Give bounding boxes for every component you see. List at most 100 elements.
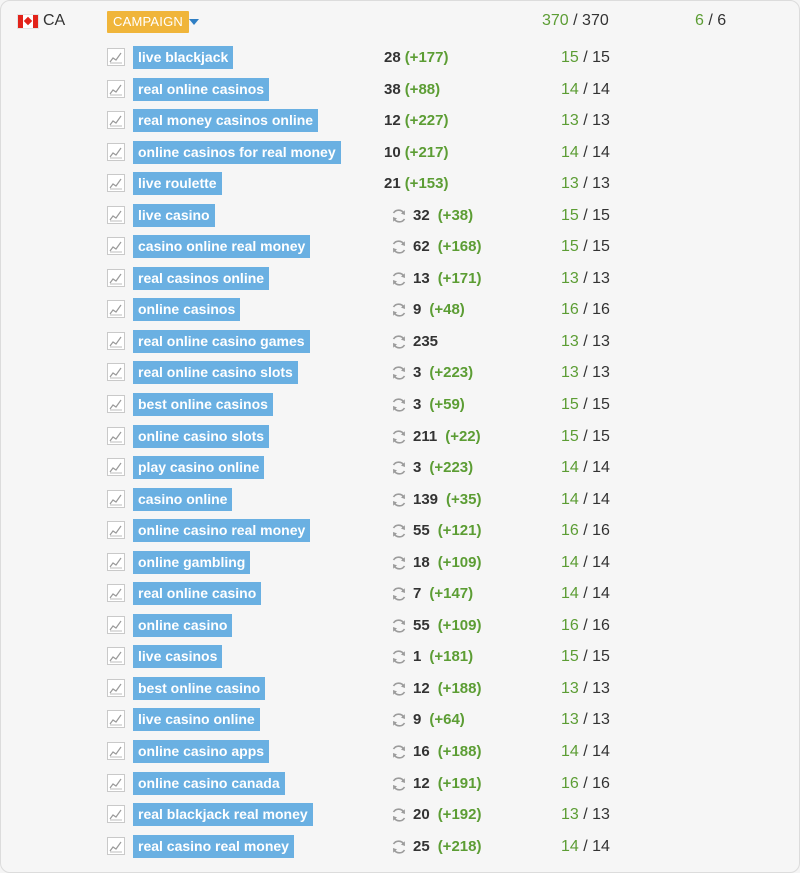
refresh-icon[interactable] bbox=[390, 775, 408, 793]
line-chart-icon[interactable] bbox=[107, 363, 125, 382]
line-chart-icon[interactable] bbox=[107, 205, 125, 224]
refresh-icon[interactable] bbox=[390, 680, 408, 698]
keyword-tag[interactable]: online casinos for real money bbox=[133, 140, 341, 164]
keyword-tag[interactable]: live casino bbox=[133, 203, 215, 227]
rank-delta: (+38) bbox=[437, 206, 474, 224]
line-chart-icon[interactable] bbox=[107, 174, 125, 193]
score-value: 16 bbox=[561, 522, 579, 540]
keyword-tag[interactable]: online casino real money bbox=[133, 519, 311, 543]
line-chart-icon[interactable] bbox=[107, 300, 125, 319]
score-fraction: 14 / 14 bbox=[561, 143, 610, 161]
chevron-down-icon[interactable] bbox=[189, 19, 199, 25]
line-chart-icon[interactable] bbox=[107, 458, 125, 477]
line-chart-icon[interactable] bbox=[107, 521, 125, 540]
line-chart-icon[interactable] bbox=[107, 552, 125, 571]
keyword-tag[interactable]: online casino bbox=[133, 613, 233, 637]
score-value: 13 bbox=[561, 332, 579, 350]
score-max: 16 bbox=[592, 301, 610, 319]
refresh-icon[interactable] bbox=[390, 743, 408, 761]
line-chart-icon[interactable] bbox=[107, 647, 125, 666]
refresh-icon[interactable] bbox=[390, 522, 408, 540]
refresh-icon[interactable] bbox=[390, 585, 408, 603]
keyword-row: online casinos 9 (+48) 16 / 16 bbox=[1, 294, 800, 326]
refresh-icon[interactable] bbox=[390, 333, 408, 351]
refresh-icon[interactable] bbox=[390, 806, 408, 824]
refresh-icon[interactable] bbox=[390, 207, 408, 225]
refresh-icon[interactable] bbox=[390, 396, 408, 414]
keyword-tag[interactable]: online casinos bbox=[133, 298, 241, 322]
rank-value: 16 bbox=[413, 743, 430, 761]
line-chart-icon[interactable] bbox=[107, 268, 125, 287]
line-chart-icon[interactable] bbox=[107, 615, 125, 634]
keyword-tag[interactable]: online gambling bbox=[133, 550, 251, 574]
rank-cell: 3 (+223) bbox=[413, 361, 473, 384]
line-chart-icon[interactable] bbox=[107, 805, 125, 824]
score-fraction: 16 / 16 bbox=[561, 774, 610, 792]
keyword-tag[interactable]: online casino apps bbox=[133, 740, 270, 764]
keyword-row: online casino canada 12 (+191) 16 / 16 bbox=[1, 768, 800, 800]
line-chart-icon[interactable] bbox=[107, 773, 125, 792]
rank-value: 9 bbox=[413, 301, 422, 319]
keyword-tag[interactable]: real online casino slots bbox=[133, 361, 298, 385]
keyword-tag[interactable]: live casino online bbox=[133, 708, 260, 732]
score-fraction: 13 / 13 bbox=[561, 806, 610, 824]
keyword-row: real blackjack real money 20 (+192) 13 / 13 bbox=[1, 799, 800, 831]
score-value: 13 bbox=[561, 269, 579, 287]
line-chart-icon[interactable] bbox=[107, 742, 125, 761]
keyword-tag[interactable]: live roulette bbox=[133, 172, 222, 196]
line-chart-icon[interactable] bbox=[107, 489, 125, 508]
line-chart-icon[interactable] bbox=[107, 584, 125, 603]
line-chart-icon[interactable] bbox=[107, 142, 125, 161]
keyword-tag[interactable]: play casino online bbox=[133, 456, 265, 480]
score-value: 14 bbox=[561, 490, 579, 508]
keyword-tag[interactable]: real casino real money bbox=[133, 834, 294, 858]
refresh-icon[interactable] bbox=[390, 428, 408, 446]
campaign-button[interactable]: CAMPAIGN bbox=[107, 11, 189, 33]
refresh-icon[interactable] bbox=[390, 554, 408, 572]
line-chart-icon[interactable] bbox=[107, 48, 125, 66]
score-fraction: 14 / 14 bbox=[561, 837, 610, 855]
keyword-tag[interactable]: real online casinos bbox=[133, 77, 270, 101]
total-fraction: 370 / 370 bbox=[542, 12, 609, 29]
refresh-icon[interactable] bbox=[390, 301, 408, 319]
refresh-icon[interactable] bbox=[390, 238, 408, 256]
rank-value: 55 bbox=[413, 522, 430, 540]
keyword-tag[interactable]: real online casino games bbox=[133, 329, 310, 353]
line-chart-icon[interactable] bbox=[107, 836, 125, 855]
keyword-tag[interactable]: real online casino bbox=[133, 582, 262, 606]
refresh-icon[interactable] bbox=[390, 617, 408, 635]
line-chart-icon[interactable] bbox=[107, 395, 125, 414]
keyword-tag[interactable]: best online casino bbox=[133, 676, 266, 700]
score-value: 16 bbox=[561, 616, 579, 634]
line-chart-icon[interactable] bbox=[107, 237, 125, 256]
refresh-icon[interactable] bbox=[390, 491, 408, 509]
keyword-tag[interactable]: casino online bbox=[133, 487, 233, 511]
refresh-icon[interactable] bbox=[390, 838, 408, 856]
refresh-icon[interactable] bbox=[390, 364, 408, 382]
line-chart-icon[interactable] bbox=[107, 710, 125, 729]
line-chart-icon[interactable] bbox=[107, 331, 125, 350]
keyword-tag[interactable]: real money casinos online bbox=[133, 109, 319, 133]
line-chart-icon[interactable] bbox=[107, 111, 125, 130]
score-value: 13 bbox=[561, 711, 579, 729]
refresh-icon[interactable] bbox=[390, 711, 408, 729]
rank-delta: (+218) bbox=[437, 837, 482, 855]
keyword-tag[interactable]: casino online real money bbox=[133, 235, 311, 259]
score-fraction: 14 / 14 bbox=[561, 743, 610, 761]
refresh-icon[interactable] bbox=[390, 270, 408, 288]
keyword-tag[interactable]: best online casinos bbox=[133, 393, 273, 417]
line-chart-icon[interactable] bbox=[107, 678, 125, 697]
refresh-icon[interactable] bbox=[390, 648, 408, 666]
refresh-icon[interactable] bbox=[390, 459, 408, 477]
line-chart-icon[interactable] bbox=[107, 79, 125, 98]
score-value: 15 bbox=[561, 396, 579, 414]
score-value: 14 bbox=[561, 143, 579, 161]
line-chart-icon[interactable] bbox=[107, 426, 125, 445]
keyword-tag[interactable]: live casinos bbox=[133, 645, 223, 669]
keyword-tag[interactable]: real blackjack real money bbox=[133, 803, 313, 827]
keyword-tag[interactable]: real casinos online bbox=[133, 266, 270, 290]
keyword-tag[interactable]: online casino slots bbox=[133, 424, 270, 448]
keyword-row: real online casinos 38 (+88) 14 / 14 bbox=[1, 74, 800, 106]
keyword-tag[interactable]: online casino canada bbox=[133, 771, 285, 795]
keyword-tag[interactable]: live blackjack bbox=[133, 46, 234, 69]
